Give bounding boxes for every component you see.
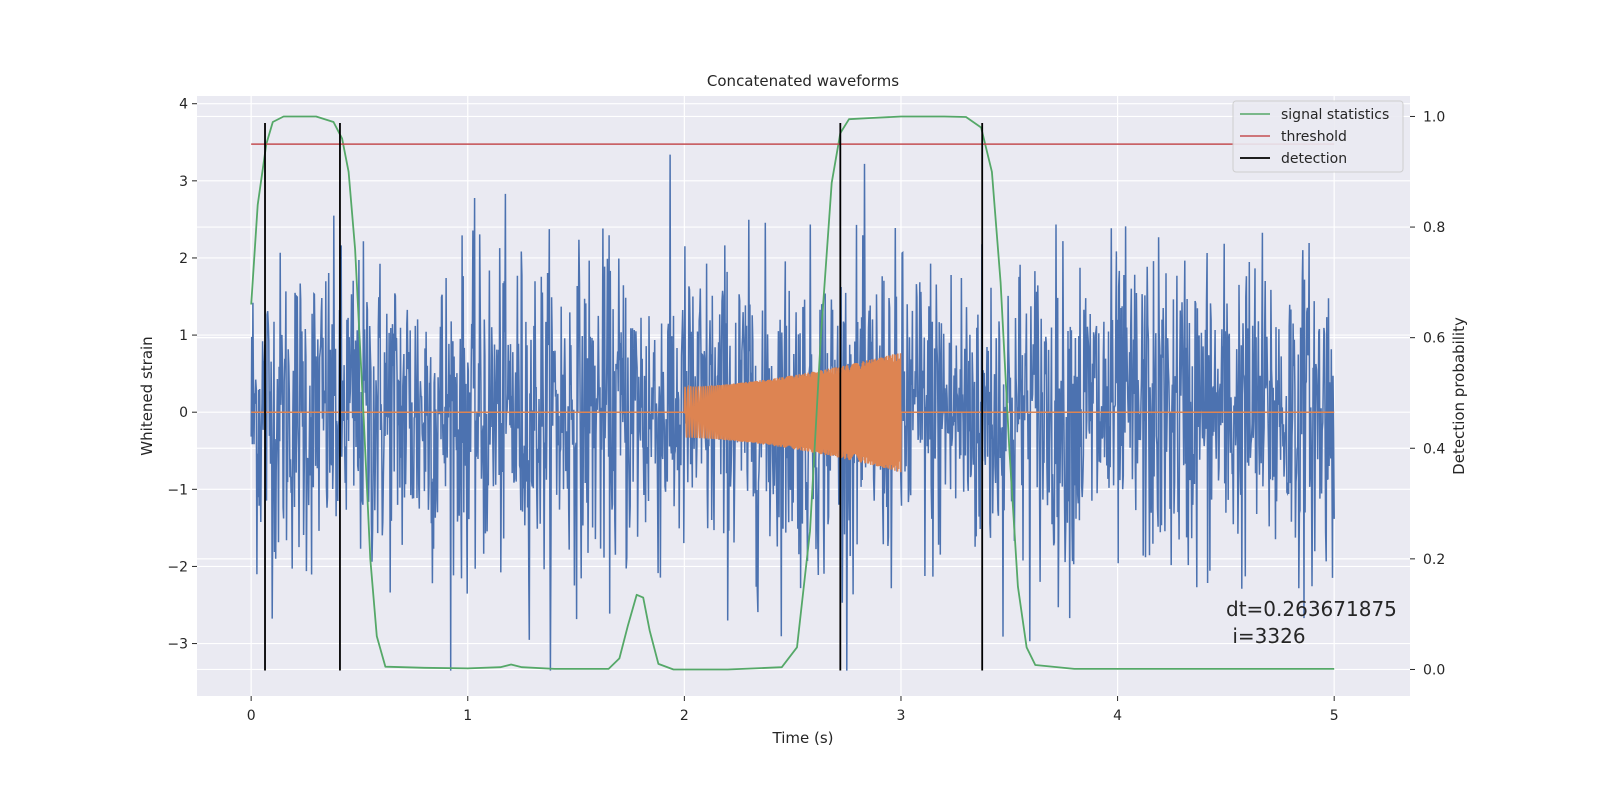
- chirp-line: [251, 353, 1335, 473]
- annotation-line: dt=0.263671875: [1226, 597, 1397, 621]
- y-tick-label-left: 4: [179, 97, 188, 113]
- y-tick-label-right: 0.0: [1423, 662, 1445, 678]
- y-axis-right-ticks: 0.0 0.2 0.4 0.6 0.8 1.0: [1410, 109, 1445, 678]
- y-tick-label-left: −2: [167, 559, 188, 575]
- y-tick-label-left: 0: [179, 405, 188, 421]
- legend-box: [1232, 100, 1404, 173]
- y-tick-label-right: 0.2: [1423, 552, 1445, 568]
- x-tick-label: 5: [1330, 708, 1339, 724]
- y-tick-label-left: 3: [179, 174, 188, 190]
- x-tick-label: 2: [680, 708, 689, 724]
- y-tick-label-right: 0.8: [1423, 220, 1445, 236]
- y-tick-label-left: 2: [179, 251, 188, 267]
- x-tick-label: 1: [463, 708, 472, 724]
- annotation-text: dt=0.263671875 i=3326: [1226, 597, 1397, 648]
- y-tick-label-right: 0.4: [1423, 441, 1445, 457]
- legend-label-signal-statistics: signal statistics: [1281, 107, 1389, 123]
- x-tick-label: 0: [247, 708, 256, 724]
- series-detection: [264, 122, 984, 671]
- x-axis-ticks: 0 1 2 3 4 5: [247, 696, 1339, 724]
- y-axis-label-left: Whitened strain: [138, 336, 156, 455]
- y-axis-left-ticks: −3 −2 −1 0 1 2 3 4: [167, 97, 197, 653]
- legend-label-detection: detection: [1281, 151, 1347, 167]
- y-tick-label-right: 0.6: [1423, 331, 1445, 347]
- annotation-line: i=3326: [1226, 624, 1306, 648]
- y-tick-label-left: 1: [179, 328, 188, 344]
- y-tick-label-left: −1: [167, 482, 188, 498]
- y-axis-label-right: Detection probability: [1450, 317, 1468, 475]
- series-injected-chirp: [251, 353, 1335, 473]
- x-tick-label: 4: [1113, 708, 1122, 724]
- legend-label-threshold: threshold: [1281, 129, 1347, 145]
- chart-title: Concatenated waveforms: [707, 72, 899, 90]
- y-tick-label-left: −3: [167, 637, 188, 653]
- x-tick-label: 3: [897, 708, 906, 724]
- x-axis-label: Time (s): [772, 729, 834, 747]
- legend: signal statistics threshold detection: [1232, 100, 1404, 173]
- y-tick-label-right: 1.0: [1423, 109, 1445, 125]
